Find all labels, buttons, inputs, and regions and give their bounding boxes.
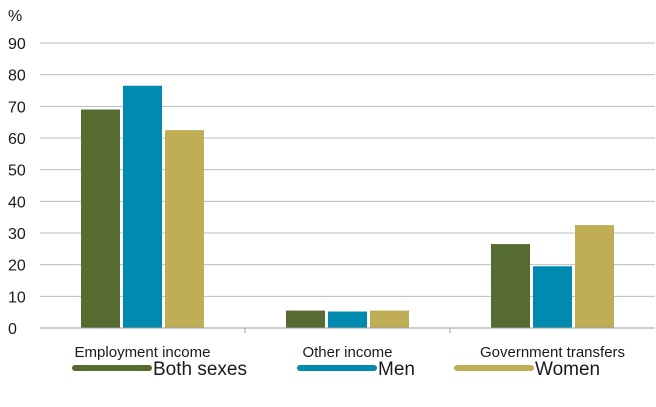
bar	[533, 266, 572, 328]
legend-label: Men	[378, 359, 415, 380]
bar	[81, 109, 120, 328]
y-tick-label: 40	[8, 194, 26, 211]
x-axis: Employment income Other income Government …	[40, 327, 655, 361]
bars	[81, 85, 614, 328]
legend-label: Women	[535, 359, 600, 380]
y-tick-label: 90	[8, 36, 26, 53]
legend-label: Both sexes	[153, 359, 247, 380]
y-tick-label: 80	[8, 68, 26, 85]
x-tick-label: Government transfers	[480, 344, 625, 361]
y-tick-label: 20	[8, 258, 26, 275]
legend: Both sexes Men Women	[72, 359, 600, 380]
bar	[165, 130, 204, 328]
bar	[491, 244, 530, 328]
y-tick-label: 70	[8, 99, 26, 116]
bar	[286, 310, 325, 328]
y-axis: % 0 10 20 30 40 50 60 70 80 90	[8, 8, 26, 338]
bar	[123, 85, 162, 328]
y-tick-label: 30	[8, 226, 26, 243]
bar	[370, 310, 409, 328]
y-axis-label: %	[8, 8, 22, 25]
bar	[575, 225, 614, 328]
x-tick-label: Other income	[302, 344, 392, 361]
y-tick-label: 60	[8, 131, 26, 148]
y-tick-label: 0	[8, 321, 17, 338]
y-tick-label: 50	[8, 163, 26, 180]
bar	[328, 311, 367, 328]
y-tick-label: 10	[8, 289, 26, 306]
x-tick-label: Employment income	[75, 344, 211, 361]
